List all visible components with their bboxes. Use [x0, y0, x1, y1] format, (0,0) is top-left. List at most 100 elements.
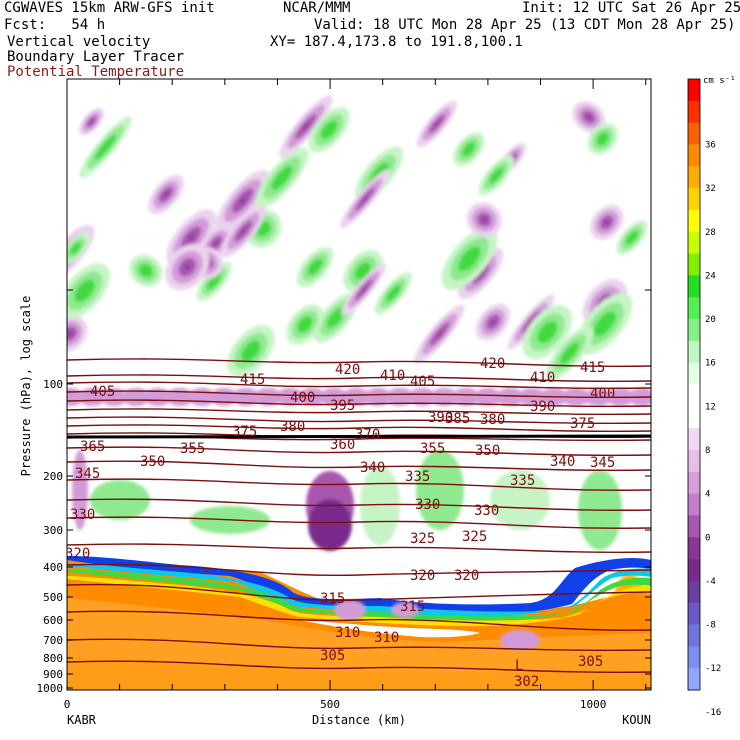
x-axis-left-station: KABR: [67, 713, 97, 727]
theta-contour: [67, 408, 651, 416]
theta-label: 405: [90, 384, 115, 400]
theta-label: 315: [320, 591, 345, 607]
vertical-velocity-cell: [490, 470, 550, 530]
theta-label: 355: [420, 441, 445, 457]
theta-label: 355: [180, 441, 205, 457]
tropopause-cell: [232, 388, 260, 406]
updraft-region: [489, 167, 504, 184]
vertical-velocity-cell: [500, 630, 540, 650]
theta-contour: [67, 424, 651, 433]
theta-label: 305: [578, 654, 603, 670]
tropopause-cell: [276, 388, 304, 406]
x-axis-right-station: KOUN: [622, 713, 651, 727]
theta-contour: [67, 498, 651, 511]
header-forecast-hour: Fcst: 54 h: [4, 17, 106, 33]
updraft-region: [241, 340, 261, 362]
colorbar-label: 16: [705, 359, 716, 369]
colorbar-swatch: [688, 384, 700, 407]
theta-contour: [67, 446, 651, 457]
tropopause-cell: [408, 388, 436, 406]
colorbar-swatch: [688, 646, 700, 669]
colorbar-swatch: [688, 275, 700, 298]
colorbar-swatch: [688, 144, 700, 167]
theta-label: 310: [374, 630, 399, 646]
downdraft-region: [436, 331, 442, 337]
y-tick-label: 700: [43, 634, 63, 647]
y-tick-label: 100: [43, 378, 63, 391]
theta-label: 320: [65, 546, 90, 562]
updraft-region: [385, 284, 401, 302]
tropopause-cell: [496, 388, 524, 406]
y-tick-label: 1000: [37, 682, 64, 695]
updraft-region: [95, 134, 116, 160]
updraft-region: [560, 342, 580, 364]
theta-label: 320: [410, 568, 435, 584]
colorbar-swatch: [688, 340, 700, 364]
colorbar-label: -4: [705, 577, 716, 587]
theta-label: 345: [590, 455, 615, 471]
colorbar-swatch: [688, 406, 700, 429]
header-org: NCAR/MMM: [283, 0, 351, 16]
colorbar-swatch: [688, 559, 700, 582]
vertical-velocity-field-lower: [334, 600, 540, 650]
theta-label: 385: [445, 411, 470, 427]
downdraft-region: [491, 320, 495, 324]
theta-label: 330: [70, 507, 95, 523]
header-field-vertical-velocity: Vertical velocity: [7, 34, 151, 50]
x-axis-tick-labels: 0 500 1000: [64, 698, 607, 711]
theta-contour: [67, 478, 651, 491]
theta-label: 390: [530, 399, 555, 415]
theta-label: 400: [590, 386, 615, 402]
theta-label: 325: [410, 531, 435, 547]
theta-label: 350: [140, 454, 165, 470]
theta-label: 315: [400, 599, 425, 615]
theta-label: 380: [280, 419, 305, 435]
downdraft-region: [362, 195, 368, 202]
updraft-region: [297, 316, 313, 333]
theta-label: 415: [580, 360, 605, 376]
theta-contour: [67, 374, 651, 383]
colorbar-swatch: [688, 79, 700, 102]
theta-contour: [67, 381, 651, 390]
theta-label: 380: [480, 412, 505, 428]
updraft-region: [326, 308, 345, 328]
downdraft-region: [90, 120, 93, 124]
colorbar-swatch: [688, 100, 700, 124]
header-cross-section-endpoints: XY= 187.4,173.8 to 191.8,100.1: [270, 34, 523, 50]
colorbar-label: 8: [705, 446, 710, 456]
theta-contour: [67, 638, 651, 652]
theta-label: 365: [80, 439, 105, 455]
theta-label: L: [515, 658, 523, 674]
colorbar-units: cm s⁻¹: [703, 76, 736, 86]
colorbar-swatch: [688, 209, 700, 233]
theta-label: 330: [474, 503, 499, 519]
colorbar-swatch: [688, 471, 700, 495]
theta-label: 410: [530, 370, 555, 386]
colorbar-swatch: [688, 624, 700, 647]
theta-label: 410: [380, 368, 405, 384]
y-axis-label: Pressure (hPa), log scale: [19, 296, 33, 477]
downdraft-region: [213, 241, 218, 246]
updraft-region: [69, 242, 82, 255]
colorbar-swatch: [688, 449, 700, 473]
x-axis-label: Distance (km): [312, 713, 406, 727]
updraft-region: [207, 273, 221, 290]
y-tick-label: 900: [43, 668, 63, 681]
theta-contour: [67, 416, 651, 425]
colorbar-frame: [687, 78, 701, 691]
colorbar-swatch: [688, 122, 700, 145]
tropopause-cell: [298, 388, 326, 406]
theta-label: 302: [514, 674, 539, 690]
theta-label: 360: [330, 437, 355, 453]
header-field-boundary-layer-tracer: Boundary Layer Tracer: [7, 49, 185, 65]
tropopause-cell: [452, 388, 480, 406]
updraft-region: [320, 120, 338, 140]
colorbar-swatch: [688, 668, 700, 691]
tropopause-contour: [67, 434, 651, 439]
colorbar-swatch: [688, 319, 700, 342]
theta-label: 375: [232, 424, 257, 440]
